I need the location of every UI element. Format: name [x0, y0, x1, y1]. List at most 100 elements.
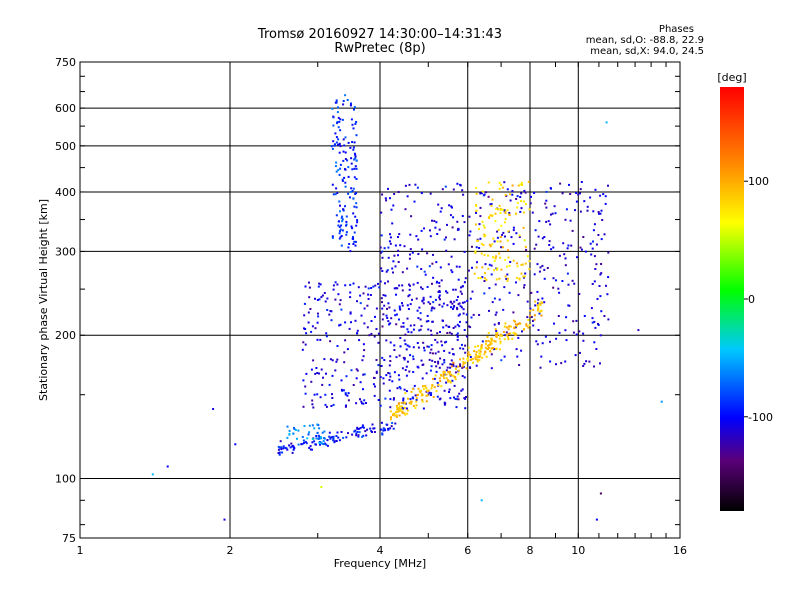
echo-point — [361, 359, 364, 362]
echo-point — [393, 397, 395, 400]
echo-point — [389, 410, 392, 413]
echo-point — [494, 340, 497, 343]
echo-point — [548, 240, 551, 243]
echo-point — [501, 186, 504, 189]
echo-point — [511, 337, 514, 340]
echo-point — [309, 308, 312, 310]
echo-point — [565, 339, 568, 342]
echo-point — [352, 236, 354, 238]
echo-point — [278, 453, 281, 456]
echo-point — [329, 340, 332, 343]
echo-point — [402, 325, 405, 328]
echo-point — [345, 375, 348, 378]
echo-point — [439, 357, 442, 360]
echo-point — [434, 352, 437, 355]
echo-point — [436, 381, 439, 384]
echo-point — [331, 107, 334, 110]
echo-point — [463, 397, 466, 400]
echo-point — [450, 359, 453, 362]
echo-point — [341, 178, 344, 181]
echo-point — [533, 273, 536, 276]
echo-point — [453, 396, 455, 399]
echo-point — [566, 247, 569, 250]
echo-point — [439, 266, 442, 269]
echo-point — [476, 360, 479, 363]
echo-point — [387, 256, 390, 259]
echo-point — [600, 310, 603, 313]
echo-point — [433, 386, 436, 389]
echo-point — [443, 403, 446, 406]
echo-point — [383, 359, 386, 361]
echo-point — [377, 282, 379, 285]
echo-point — [558, 331, 561, 334]
echo-point — [487, 254, 489, 257]
echo-point — [503, 209, 506, 212]
echo-point — [452, 306, 455, 309]
echo-point — [341, 118, 344, 121]
echo-point — [440, 279, 443, 282]
echo-point — [393, 287, 396, 290]
echo-point — [474, 353, 477, 356]
echo-point — [571, 279, 574, 282]
echo-point — [345, 404, 347, 407]
echo-point — [438, 228, 441, 231]
echo-point — [593, 280, 596, 283]
echo-point — [388, 389, 391, 392]
echo-point — [338, 237, 341, 240]
echo-point — [454, 367, 457, 370]
echo-point — [495, 347, 498, 350]
echo-point — [354, 193, 357, 195]
echo-point — [356, 221, 359, 224]
echo-point — [337, 106, 339, 109]
echo-point — [432, 253, 434, 256]
echo-point — [316, 393, 319, 396]
echo-point — [549, 340, 551, 343]
echo-point — [512, 259, 515, 262]
echo-point — [580, 248, 583, 251]
echo-point — [492, 256, 495, 259]
echo-point — [500, 224, 503, 227]
echo-point — [570, 244, 573, 247]
echo-point — [334, 369, 337, 372]
echo-point — [535, 243, 538, 246]
echo-point — [447, 380, 450, 383]
echo-point — [499, 209, 502, 211]
echo-point — [637, 329, 640, 332]
echo-point — [308, 424, 311, 427]
echo-point — [305, 332, 308, 335]
echo-point — [400, 325, 403, 328]
echo-point — [421, 299, 424, 302]
echo-point — [400, 405, 403, 408]
echo-point — [410, 215, 413, 218]
echo-point — [445, 381, 448, 384]
echo-point — [439, 380, 442, 383]
echo-point — [464, 351, 467, 354]
echo-point — [388, 306, 391, 309]
echo-point — [353, 106, 356, 109]
echo-point — [379, 376, 382, 379]
echo-point — [315, 367, 318, 369]
echo-point — [522, 275, 525, 278]
echo-point — [442, 371, 445, 374]
echo-point — [509, 261, 512, 263]
echo-point — [353, 240, 356, 243]
echo-point — [432, 301, 435, 304]
echo-point — [412, 328, 415, 331]
echo-point — [508, 212, 511, 214]
echo-point — [351, 237, 354, 240]
echo-point — [439, 210, 442, 213]
echo-point — [595, 243, 598, 246]
echo-point — [595, 518, 598, 521]
echo-point — [577, 193, 580, 196]
echo-point — [516, 276, 518, 279]
echo-point — [394, 411, 397, 414]
echo-point — [392, 260, 395, 263]
echo-point — [482, 224, 485, 227]
echo-point — [330, 436, 333, 439]
echo-point — [319, 338, 322, 341]
echo-point — [409, 324, 412, 327]
echo-point — [457, 314, 460, 317]
echo-point — [588, 360, 591, 363]
echo-point — [289, 446, 292, 449]
echo-point — [574, 354, 577, 357]
